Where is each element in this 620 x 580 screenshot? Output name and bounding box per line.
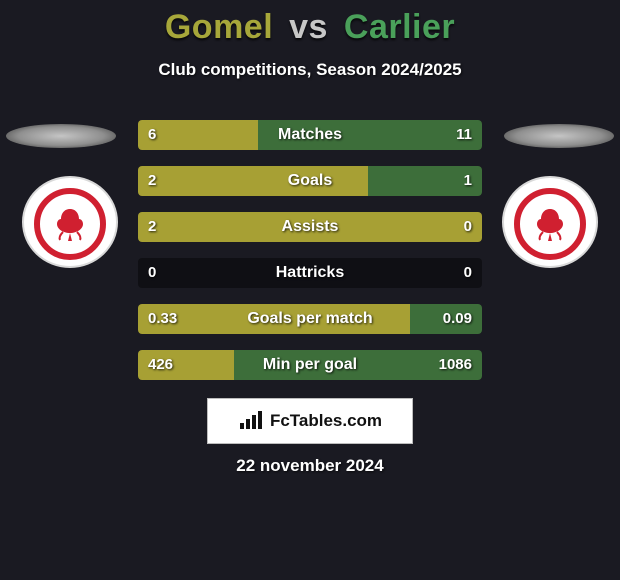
comparison-card: Gomel vs Carlier Club competitions, Seas… <box>0 0 620 580</box>
brand-badge: FcTables.com <box>207 398 413 444</box>
crest-ring-right <box>514 188 586 260</box>
crest-ring-left <box>34 188 106 260</box>
thistle-icon <box>47 201 93 247</box>
subtitle: Club competitions, Season 2024/2025 <box>0 60 620 80</box>
date-label: 22 november 2024 <box>0 456 620 476</box>
club-crest-left <box>22 176 118 268</box>
vs-label: vs <box>289 8 328 46</box>
stat-row: 20Assists <box>138 212 482 242</box>
title: Gomel vs Carlier <box>0 8 620 47</box>
stat-row: 611Matches <box>138 120 482 150</box>
stat-row: 0.330.09Goals per match <box>138 304 482 334</box>
player2-name: Carlier <box>344 8 455 46</box>
stat-label: Matches <box>138 120 482 150</box>
thistle-icon <box>527 201 573 247</box>
stat-label: Goals per match <box>138 304 482 334</box>
stats-bars: 611Matches 21Goals 20Assists 00Hattricks 0.3… <box>138 120 482 396</box>
stat-label: Assists <box>138 212 482 242</box>
stat-label: Hattricks <box>138 258 482 288</box>
photo-placeholder-left <box>6 124 116 148</box>
photo-placeholder-right <box>504 124 614 148</box>
stat-row: 21Goals <box>138 166 482 196</box>
stat-label: Goals <box>138 166 482 196</box>
bars-icon <box>238 411 266 431</box>
stat-row: 4261086Min per goal <box>138 350 482 380</box>
player1-name: Gomel <box>165 8 273 46</box>
brand-text: FcTables.com <box>270 411 382 431</box>
stat-row: 00Hattricks <box>138 258 482 288</box>
stat-label: Min per goal <box>138 350 482 380</box>
club-crest-right <box>502 176 598 268</box>
